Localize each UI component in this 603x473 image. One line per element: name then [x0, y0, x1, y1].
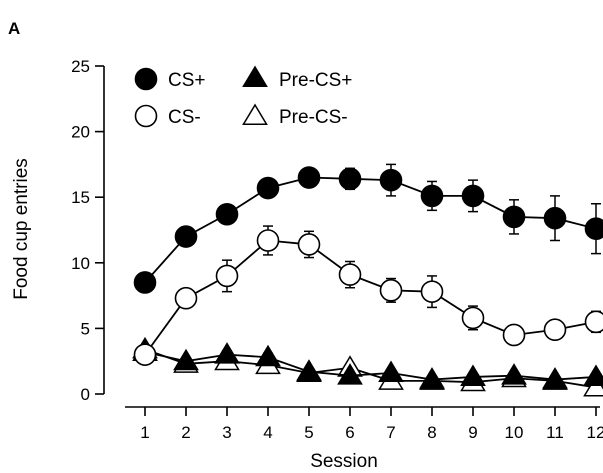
x-tick-label: 6 — [345, 423, 354, 442]
x-tick-label: 11 — [546, 423, 564, 442]
data-point — [584, 310, 603, 334]
y-tick-label: 25 — [71, 57, 90, 76]
data-point — [379, 279, 403, 302]
legend-marker — [134, 104, 158, 128]
data-point — [502, 205, 526, 229]
data-point — [296, 359, 322, 381]
y-tick-label: 5 — [81, 319, 90, 338]
data-point — [461, 184, 485, 208]
data-point — [337, 363, 363, 385]
y-tick-label: 15 — [71, 188, 90, 207]
data-point — [502, 323, 526, 347]
data-point — [419, 367, 445, 389]
data-point — [174, 225, 198, 248]
panel-label: A — [8, 19, 20, 38]
data-point — [420, 280, 444, 303]
data-point — [255, 344, 281, 367]
y-tick-label: 10 — [71, 254, 90, 273]
x-tick-label: 3 — [222, 423, 231, 442]
y-tick-label: 20 — [71, 123, 90, 142]
series-line — [144, 176, 597, 284]
y-tick-label: 0 — [81, 385, 90, 404]
data-point — [297, 233, 321, 256]
legend: CS+ CS- Pre-CS+ Pre-CS- — [134, 65, 352, 128]
series-CS- — [133, 225, 603, 366]
series-line — [144, 351, 597, 381]
data-point — [542, 367, 568, 389]
x-tick-label: 9 — [468, 423, 477, 442]
data-point — [584, 217, 603, 240]
data-point — [543, 318, 567, 342]
legend-marker — [134, 67, 158, 91]
legend-item: CS- — [134, 104, 201, 128]
data-point — [379, 168, 403, 192]
data-point — [543, 206, 567, 230]
x-tick-label: 12 — [587, 423, 603, 442]
x-tick-label: 1 — [140, 423, 149, 442]
data-point — [173, 348, 199, 371]
data-point — [420, 184, 444, 208]
x-tick-label: 7 — [386, 423, 395, 442]
data-point — [461, 306, 485, 330]
data-point — [215, 264, 239, 288]
legend-item: Pre-CS+ — [242, 65, 352, 91]
x-tick-label: 5 — [304, 423, 313, 442]
data-point — [133, 271, 157, 294]
x-tick-label: 8 — [427, 423, 436, 442]
data-point — [133, 343, 157, 366]
data-point — [214, 342, 240, 364]
series-line — [144, 348, 597, 389]
legend-label: Pre-CS- — [279, 107, 348, 128]
legend-marker — [242, 103, 268, 125]
x-tick-label: 2 — [181, 423, 190, 442]
data-point — [338, 263, 362, 286]
legend-label: CS- — [168, 107, 201, 128]
data-point — [256, 229, 280, 252]
data-point — [501, 363, 527, 385]
data-point — [215, 202, 239, 226]
data-point — [338, 167, 362, 191]
legend-label: CS+ — [168, 70, 206, 91]
data-point — [460, 364, 486, 386]
data-point — [583, 364, 603, 386]
series-Pre-CS+ — [132, 339, 603, 389]
legend-item: CS+ — [134, 67, 206, 91]
series-layer — [132, 163, 603, 397]
legend-item: Pre-CS- — [242, 103, 348, 128]
series-line — [144, 239, 597, 356]
data-point — [378, 360, 404, 383]
y-axis-title: Food cup entries — [11, 158, 32, 300]
data-point — [174, 286, 198, 310]
legend-label: Pre-CS+ — [279, 70, 352, 91]
x-tick-label: 4 — [263, 423, 272, 442]
data-point — [256, 176, 280, 200]
x-axis-title: Session — [310, 451, 378, 472]
x-tick-label: 10 — [505, 423, 524, 442]
legend-marker — [242, 65, 268, 87]
series-CS+ — [133, 163, 603, 294]
data-point — [297, 166, 321, 189]
series-Pre-CS- — [132, 336, 603, 397]
